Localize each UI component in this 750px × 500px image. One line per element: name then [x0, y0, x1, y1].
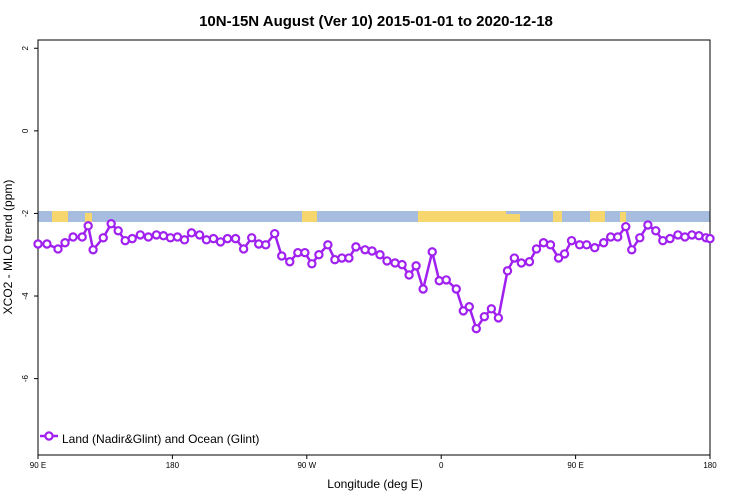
data-point [314, 250, 324, 260]
data-point [451, 284, 461, 294]
data-point [33, 239, 43, 249]
data-point [285, 257, 295, 267]
data-point [516, 258, 527, 268]
data-point [261, 240, 271, 250]
y-tick-label: 2 [21, 45, 30, 50]
data-point [590, 243, 600, 253]
y-tick-label: -2 [21, 209, 30, 217]
x-axis-label: Longitude (deg E) [327, 477, 422, 491]
data-point [98, 233, 108, 243]
data-point [418, 284, 428, 294]
data-point [106, 219, 116, 229]
y-axis-label: XCO2 - MLO trend (ppm) [1, 180, 15, 315]
data-point [486, 304, 497, 314]
data-point [53, 244, 63, 254]
data-point [545, 240, 556, 250]
data-point [651, 226, 661, 236]
data-point [323, 240, 333, 250]
data-point [553, 253, 564, 263]
data-point [397, 259, 407, 270]
data-point [135, 230, 145, 240]
data-point [705, 233, 715, 244]
data-point [194, 230, 205, 240]
data-point [215, 237, 226, 247]
data-point [230, 233, 241, 244]
y-tick-label: -6 [21, 375, 30, 383]
data-point [581, 240, 592, 250]
data-point [502, 266, 513, 276]
data-point [246, 233, 257, 243]
y-tick-label: 0 [21, 128, 30, 133]
legend-marker [44, 431, 54, 441]
data-point [464, 302, 474, 312]
x-tick-label: 90 W [297, 461, 316, 470]
data-point [559, 249, 570, 259]
data-point [143, 232, 154, 242]
data-point [411, 261, 421, 271]
data-point [307, 259, 317, 269]
data-point [531, 244, 542, 254]
data-point [643, 220, 653, 230]
x-tick-label: 0 [439, 461, 444, 470]
data-point [458, 306, 469, 316]
data-point [222, 233, 233, 244]
chart-title: 10N-15N August (Ver 10) 2015-01-01 to 20… [199, 13, 553, 30]
data-point [627, 245, 637, 255]
data-point [113, 226, 123, 236]
data-point [344, 253, 354, 263]
data-point [238, 244, 249, 254]
legend: Land (Nadir&Glint) and Ocean (Glint) [40, 431, 259, 446]
data-point [351, 242, 361, 252]
data-point [60, 238, 70, 248]
data-point [382, 256, 392, 266]
data-point [509, 253, 520, 263]
data-point [186, 228, 197, 238]
data-point [179, 235, 190, 245]
data-point [479, 311, 490, 322]
data-point [566, 235, 577, 246]
data-point [524, 257, 535, 267]
data-point [471, 323, 481, 334]
data-point [68, 232, 78, 242]
data-point [77, 232, 87, 242]
x-tick-label: 180 [166, 461, 180, 470]
x-tick-label: 180 [703, 461, 717, 470]
data-point [598, 238, 609, 248]
data-point [621, 221, 631, 232]
x-tick-label: 90 E [30, 461, 46, 470]
data-point [635, 233, 645, 243]
data-point [208, 233, 219, 244]
data-point [127, 233, 137, 244]
legend-label: Land (Nadir&Glint) and Ocean (Glint) [62, 432, 259, 446]
data-point [300, 247, 310, 258]
data-point [269, 228, 280, 239]
data-point [613, 232, 623, 242]
land-ocean-strip [38, 211, 710, 222]
data-point [441, 275, 451, 285]
data-point [427, 247, 437, 257]
data-point [404, 270, 414, 280]
data-point [375, 250, 385, 260]
data-point [493, 313, 504, 323]
y-tick-label: -4 [21, 292, 30, 300]
data-point [665, 233, 675, 244]
data-point [277, 251, 287, 261]
data-point [42, 239, 52, 249]
data-point [83, 221, 93, 231]
x-tick-label: 90 E [567, 461, 583, 470]
data-point [367, 246, 377, 256]
data-point [88, 245, 98, 255]
